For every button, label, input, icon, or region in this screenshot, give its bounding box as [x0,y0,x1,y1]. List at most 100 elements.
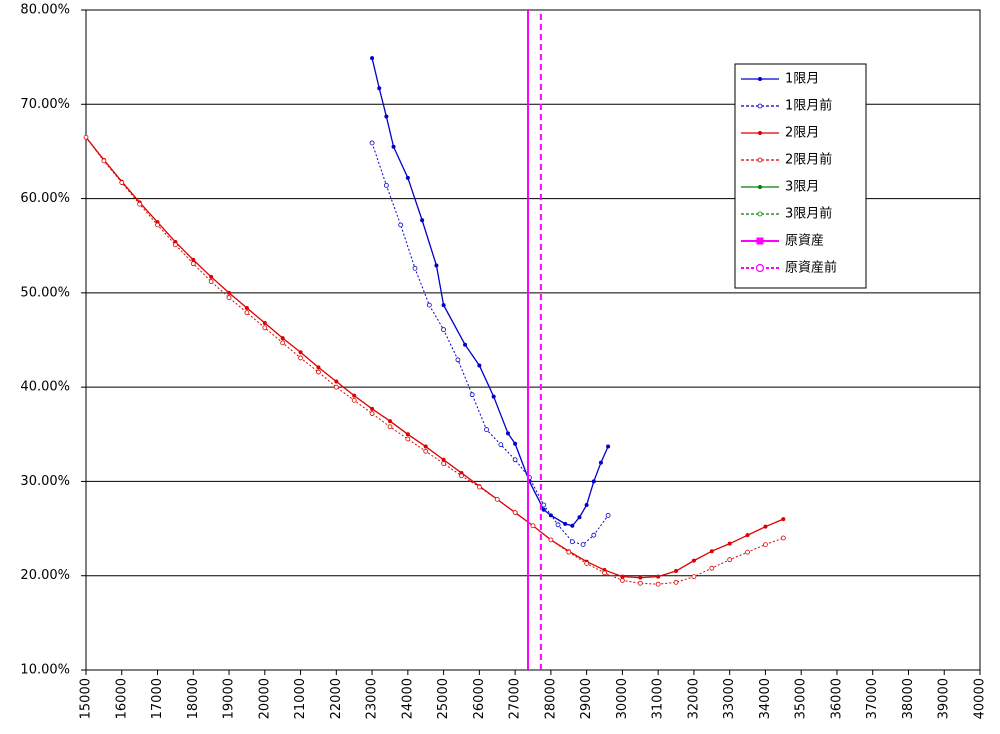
point [298,350,303,355]
point [512,510,518,515]
point [137,201,143,207]
point [541,507,546,512]
point [398,222,404,228]
x-tick-label: 31000 [651,678,666,719]
point [602,570,607,576]
point [591,479,596,484]
point [387,424,393,430]
point [370,56,375,61]
point [591,532,597,538]
legend-marker [755,263,765,273]
point [83,134,89,140]
legend-label: 3限月前 [785,206,832,222]
point [709,565,715,571]
point [605,512,611,518]
point [426,302,432,308]
legend-label: 1限月前 [785,98,832,114]
point [598,460,603,465]
point [727,541,732,546]
x-tick-label: 30000 [615,678,630,719]
point [244,305,249,310]
legend-label: 1限月 [785,72,819,87]
point [637,580,643,586]
point [369,411,375,416]
point [691,574,697,580]
point [423,448,429,454]
y-tick-label: 60.00% [20,191,70,206]
point [455,357,461,363]
point [463,342,468,347]
point [423,444,428,449]
point [584,503,589,507]
point [412,265,418,271]
point [505,431,510,436]
point [383,182,389,188]
point [620,574,625,579]
point [333,384,339,390]
point [674,569,679,573]
point [405,175,410,180]
point [530,523,536,529]
point [548,537,554,543]
point [369,140,375,146]
point [119,180,125,185]
point [763,542,768,547]
plot-border [85,9,981,671]
point [298,355,303,361]
point [638,575,643,580]
point [577,515,582,520]
point [655,581,661,587]
point [172,242,178,248]
point [316,369,321,375]
x-tick-label: 24000 [400,678,415,719]
legend-label: 2限月前 [785,152,832,168]
point [441,461,447,466]
point [563,521,568,526]
x-tick-label: 38000 [901,678,916,719]
point [566,549,572,555]
point [691,558,696,563]
point [262,325,268,331]
point [484,427,489,432]
point [280,336,285,341]
legend-marker [758,185,762,189]
point [155,222,160,228]
point [387,419,392,424]
x-tick-label: 17000 [150,678,165,719]
x-tick-label: 32000 [686,678,701,719]
x-tick-label: 27000 [508,678,523,719]
point [580,542,586,547]
y-tick-label: 20.00% [20,568,70,583]
point [351,397,357,403]
x-tick-label: 22000 [329,678,344,719]
x-tick-label: 28000 [543,678,558,719]
y-tick-label: 40.00% [20,380,70,395]
point [476,484,482,490]
point [227,290,232,295]
x-tick-label: 20000 [257,678,272,719]
x-tick-label: 16000 [114,678,129,719]
point [101,158,107,164]
point [352,393,357,398]
point [673,579,679,585]
legend-label: 3限月 [785,180,819,195]
x-tick-label: 19000 [222,678,237,719]
point [469,392,475,398]
point [316,365,321,370]
x-tick-label: 37000 [865,678,880,719]
x-tick-label: 29000 [579,678,594,719]
point [513,441,518,446]
x-tick-label: 33000 [722,678,737,719]
x-tick-label: 40000 [973,678,988,719]
legend-label: 原資産前 [785,260,837,276]
point [405,432,410,437]
x-tick-label: 26000 [472,678,487,719]
point [441,327,447,333]
x-tick-label: 18000 [186,678,201,719]
point [781,517,786,522]
point [745,533,750,538]
y-tick-label: 30.00% [20,474,70,489]
point [377,86,382,91]
legend-box [734,63,867,289]
